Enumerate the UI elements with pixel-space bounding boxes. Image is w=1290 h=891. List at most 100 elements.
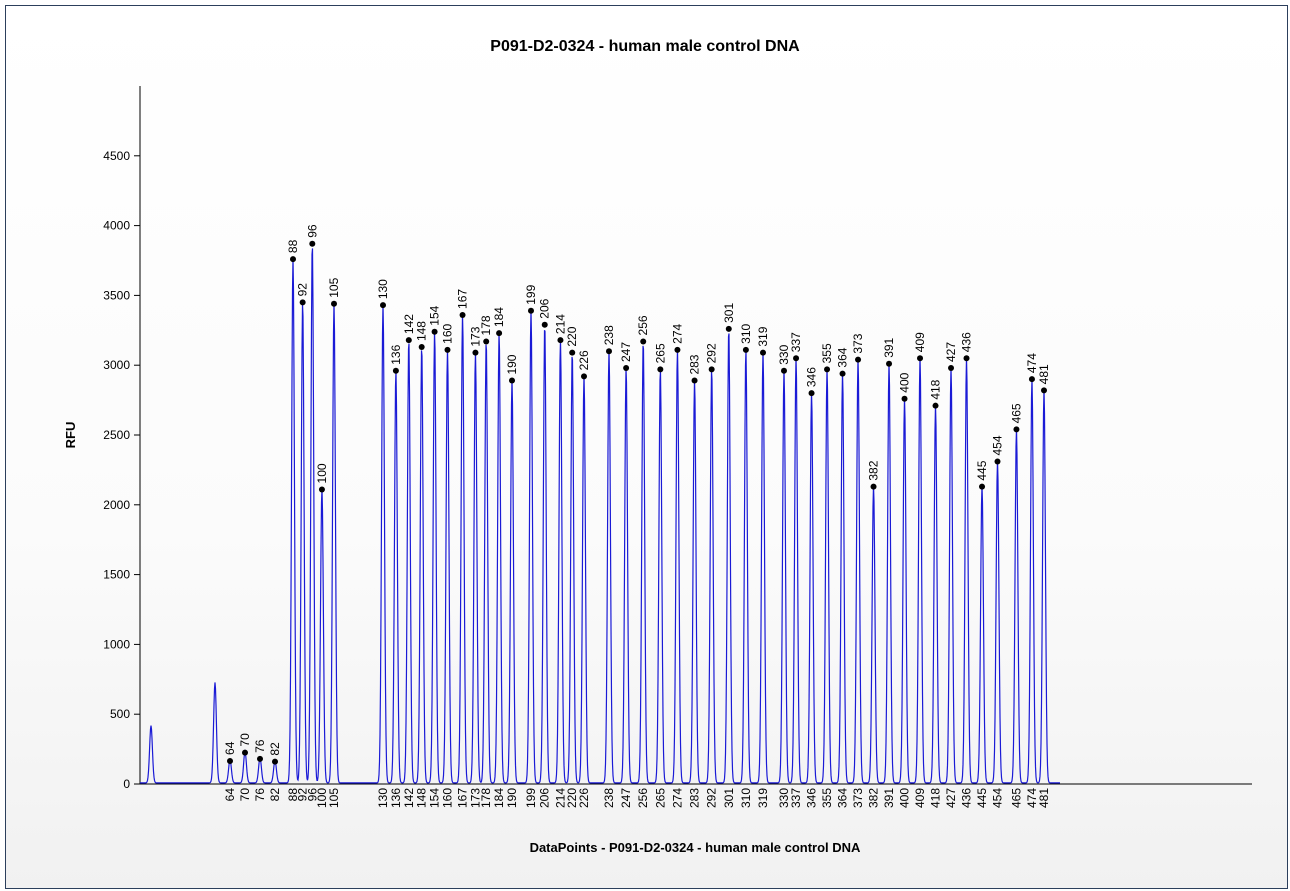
x-tick-label: 226 xyxy=(577,788,591,808)
peak-marker xyxy=(932,402,939,409)
y-tick-label: 2000 xyxy=(103,498,130,512)
x-tick-label: 382 xyxy=(867,788,881,808)
peak-marker xyxy=(483,338,490,345)
peak-marker xyxy=(496,330,503,337)
peak-marker xyxy=(459,311,466,318)
x-tick-label: 154 xyxy=(428,788,442,808)
y-tick-label: 4000 xyxy=(103,219,130,233)
x-tick-label: 206 xyxy=(538,788,552,808)
y-tick-label: 4500 xyxy=(103,149,130,163)
peak-label: 100 xyxy=(315,463,329,483)
peak-marker xyxy=(242,749,248,756)
peak-marker xyxy=(708,366,715,373)
peak-marker xyxy=(760,349,766,356)
peak-marker xyxy=(541,321,548,328)
x-tick-label: 238 xyxy=(602,788,616,808)
peak-label: 310 xyxy=(739,323,753,343)
peak-marker xyxy=(405,337,412,344)
x-tick-label: 330 xyxy=(777,788,791,808)
peak-label: 474 xyxy=(1025,353,1039,373)
peak-label: 256 xyxy=(636,315,650,335)
x-tick-label: 220 xyxy=(565,788,579,808)
peak-label: 167 xyxy=(456,289,470,309)
x-tick-label: 96 xyxy=(305,788,319,802)
peak-label: 64 xyxy=(223,741,237,755)
x-tick-label: 247 xyxy=(619,788,633,808)
peak-label: 76 xyxy=(253,739,267,753)
x-tick-label: 136 xyxy=(389,788,403,808)
peak-label: 136 xyxy=(389,344,403,364)
peak-marker xyxy=(901,395,908,402)
peak-label: 445 xyxy=(975,460,989,480)
peak-label: 154 xyxy=(428,305,442,325)
peak-marker xyxy=(917,355,924,362)
peak-label: 226 xyxy=(577,350,591,370)
x-tick-label: 265 xyxy=(653,788,667,808)
peak-marker xyxy=(691,377,698,384)
peak-label: 184 xyxy=(492,307,506,327)
x-tick-label: 64 xyxy=(223,788,237,802)
peak-marker xyxy=(824,366,831,373)
x-tick-label: 292 xyxy=(705,788,719,808)
x-tick-label: 70 xyxy=(238,788,252,802)
peak-marker xyxy=(418,344,425,351)
peak-marker xyxy=(509,377,515,384)
peak-label: 292 xyxy=(705,343,719,363)
y-tick-label: 0 xyxy=(123,777,130,791)
x-tick-label: 364 xyxy=(836,788,850,808)
y-tick-label: 500 xyxy=(110,707,130,721)
peak-label: 265 xyxy=(653,343,667,363)
x-tick-label: 355 xyxy=(820,788,834,808)
x-tick-label: 436 xyxy=(960,788,974,808)
peak-label: 373 xyxy=(851,333,865,353)
x-tick-label: 105 xyxy=(327,788,341,808)
peak-label: 220 xyxy=(565,326,579,346)
peak-marker xyxy=(1041,387,1047,394)
peak-marker xyxy=(1028,376,1035,383)
x-tick-label: 454 xyxy=(991,788,1005,808)
x-tick-label: 167 xyxy=(456,788,470,808)
x-tick-label: 148 xyxy=(415,788,429,808)
peak-label: 382 xyxy=(867,460,881,480)
x-axis-title: DataPoints - P091-D2-0324 - human male c… xyxy=(529,840,861,855)
x-tick-label: 427 xyxy=(944,788,958,808)
peak-label: 247 xyxy=(619,342,633,362)
peak-marker xyxy=(948,364,955,371)
x-tick-label: 88 xyxy=(286,788,300,802)
peak-marker xyxy=(725,325,732,332)
peak-marker xyxy=(380,302,386,309)
peak-label: 105 xyxy=(327,277,341,297)
x-tick-label: 391 xyxy=(882,788,896,808)
peak-label: 454 xyxy=(991,435,1005,455)
peak-label: 160 xyxy=(441,323,455,343)
x-tick-label: 465 xyxy=(1009,788,1023,808)
peak-label: 465 xyxy=(1009,403,1023,423)
x-tick-label: 142 xyxy=(402,788,416,808)
peak-marker xyxy=(472,349,479,356)
y-tick-label: 1500 xyxy=(103,568,130,582)
x-tick-label: 100 xyxy=(315,788,329,808)
peak-marker xyxy=(257,755,263,762)
peak-marker xyxy=(227,757,233,764)
series-trace xyxy=(140,248,1060,784)
x-tick-label: 178 xyxy=(479,788,493,808)
x-tick-label: 409 xyxy=(913,788,927,808)
peak-marker xyxy=(781,367,787,374)
y-tick-label: 3000 xyxy=(103,358,130,372)
peak-marker xyxy=(528,307,534,314)
peak-label: 274 xyxy=(670,323,684,343)
peak-marker xyxy=(318,486,325,493)
peak-label: 283 xyxy=(688,354,702,374)
peak-label: 337 xyxy=(789,332,803,352)
peak-label: 481 xyxy=(1037,364,1051,384)
peak-label: 199 xyxy=(524,284,538,304)
x-tick-label: 319 xyxy=(756,788,770,808)
peak-marker xyxy=(331,300,337,307)
x-tick-label: 301 xyxy=(722,788,736,808)
x-tick-label: 400 xyxy=(898,788,912,808)
x-tick-label: 445 xyxy=(975,788,989,808)
peak-marker xyxy=(963,355,970,362)
x-tick-label: 283 xyxy=(688,788,702,808)
x-tick-label: 474 xyxy=(1025,788,1039,808)
